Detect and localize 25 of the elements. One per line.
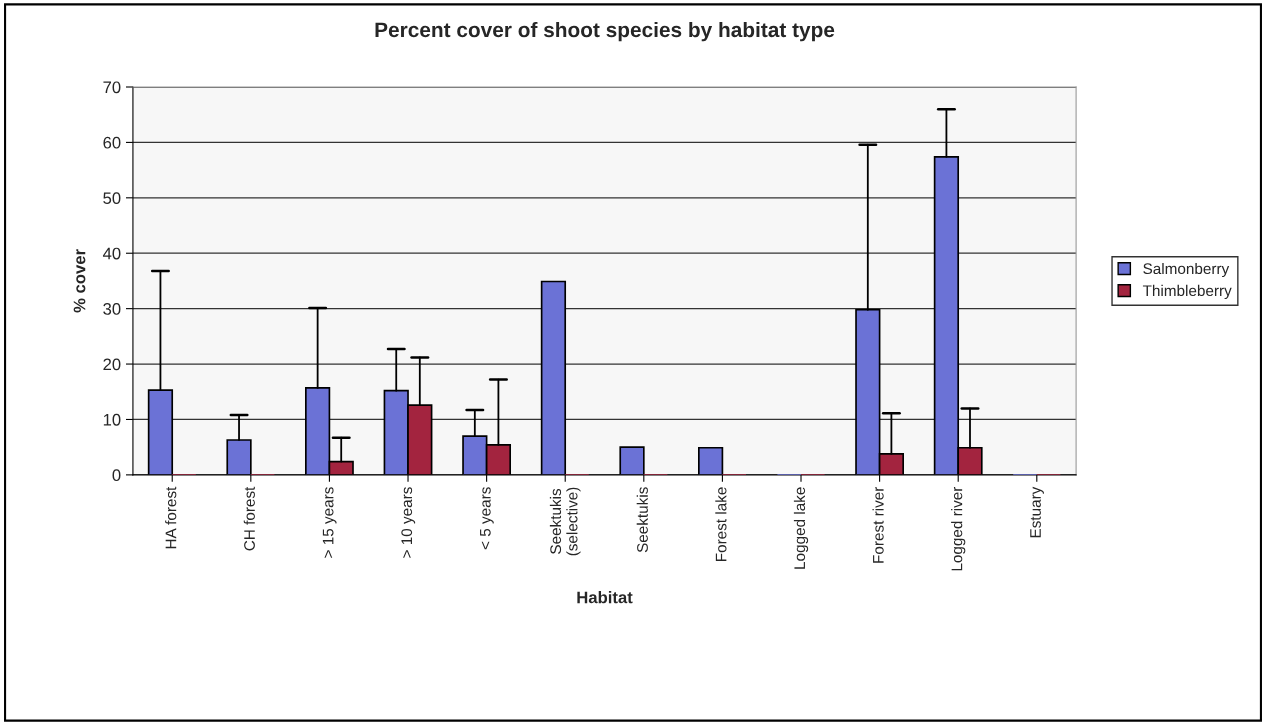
x-tick-label: Logged lake <box>793 487 809 569</box>
y-tick-label: 10 <box>103 413 121 426</box>
legend-label: Salmonberry <box>1143 262 1230 278</box>
y-tick-label: 40 <box>102 247 121 260</box>
legend-label: Thimbleberry <box>1142 284 1232 300</box>
x-tick-label: > 10 years <box>401 487 416 558</box>
x-tick-label: Seektukis (selective) <box>549 487 581 556</box>
x-tick-label: < 5 years <box>480 487 494 550</box>
x-tick-label: > 15 years <box>322 487 337 558</box>
x-tick-label: Forest lake <box>715 487 727 561</box>
x-tick-label: Seektukis <box>636 487 648 553</box>
x-axis-title: Habitat <box>577 591 633 604</box>
x-tick-label: Logged river <box>951 486 966 571</box>
chart-title: Percent cover of shoot species by habitat type <box>375 21 835 42</box>
x-tick-label: CH forest <box>243 486 255 551</box>
y-tick-label: 30 <box>103 303 121 315</box>
y-tick-label: 60 <box>103 136 121 149</box>
y-tick-label: 50 <box>103 192 121 205</box>
y-axis-title: % cover <box>73 249 86 313</box>
x-tick-label: Forest river <box>872 486 884 563</box>
y-tick-label: 20 <box>103 358 121 371</box>
y-tick-label: 0 <box>112 469 121 482</box>
x-tick-label: HA forest <box>165 486 177 549</box>
x-tick-label: Estuary <box>1030 486 1044 538</box>
y-tick-label: 70 <box>103 81 121 94</box>
